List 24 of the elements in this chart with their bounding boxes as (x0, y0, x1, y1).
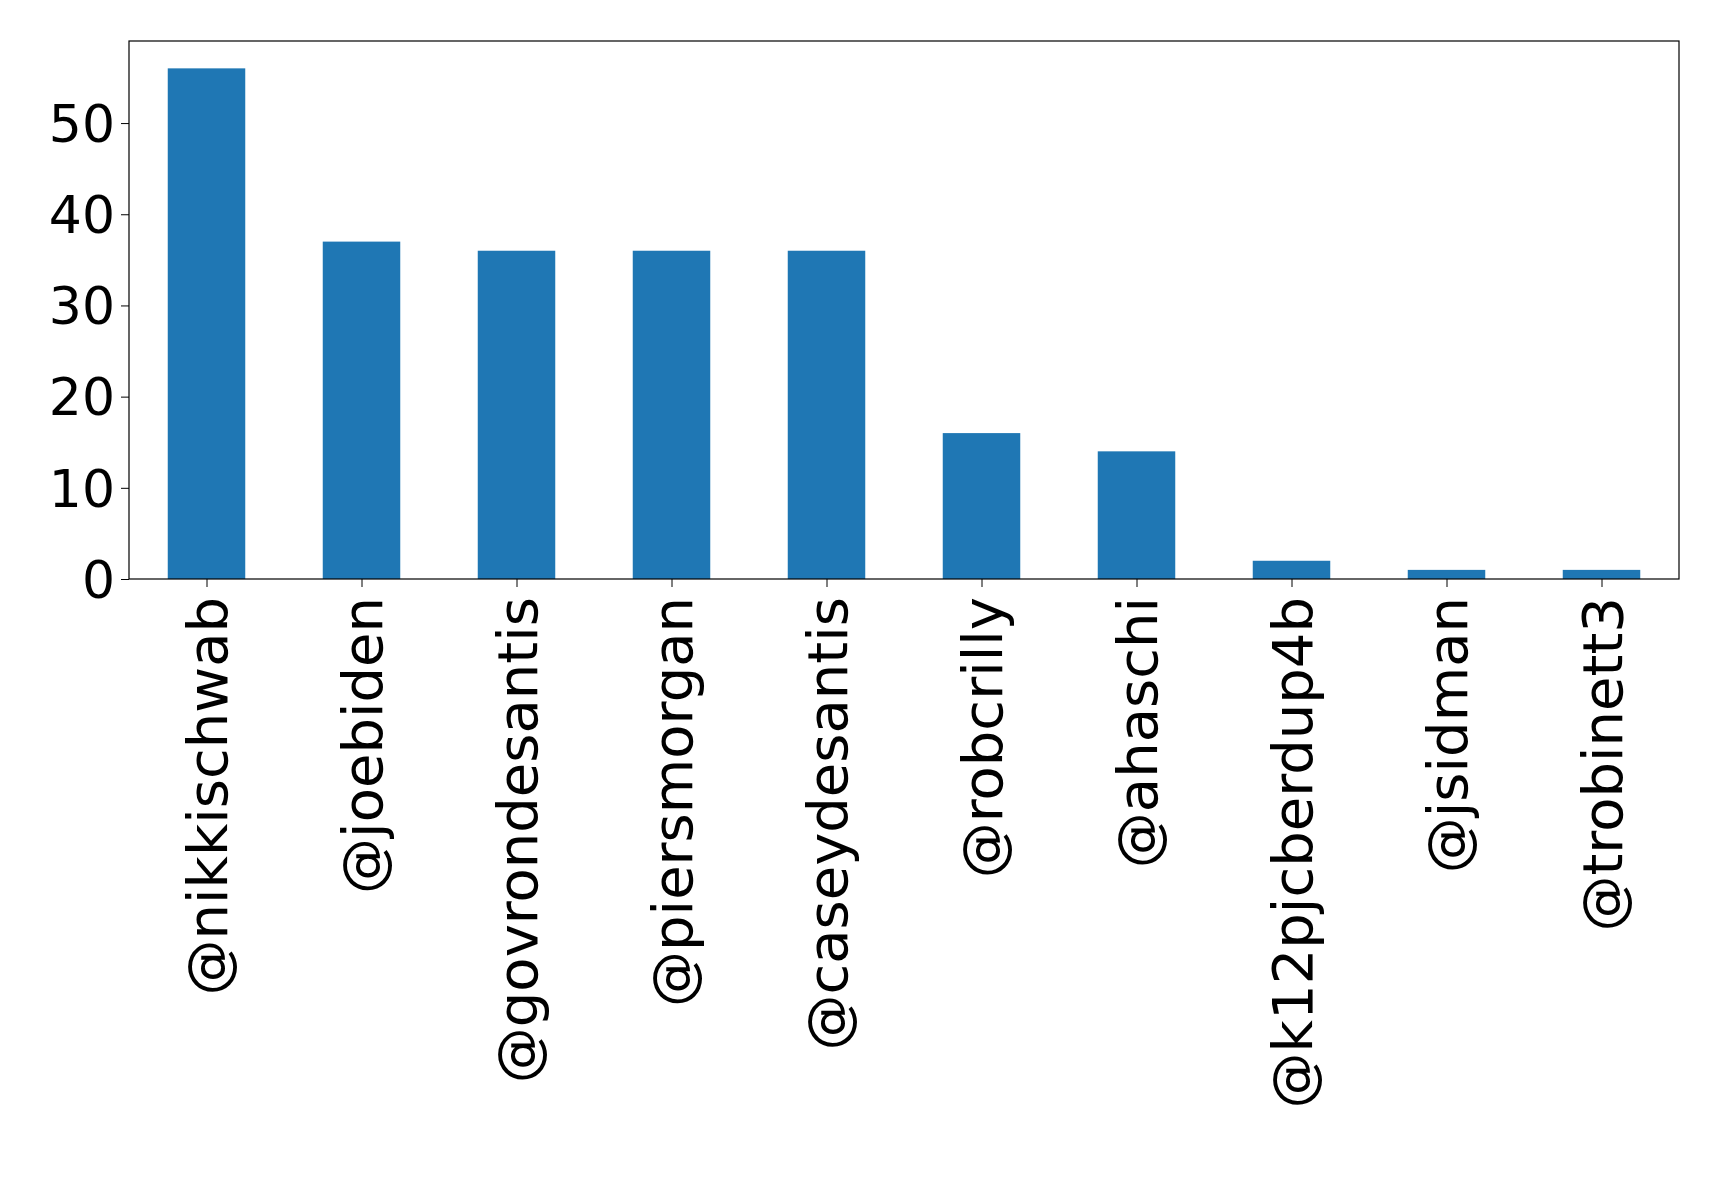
x-tick-label: @caseydesantis (794, 597, 860, 1051)
bar (477, 250, 556, 579)
bar (632, 250, 711, 579)
y-tick-label: 40 (48, 184, 115, 245)
x-tick-label: @trobinett3 (1569, 597, 1635, 932)
x-tick-label: @k12pjcberdup4b (1259, 597, 1325, 1109)
x-tick-label: @govrondesantis (484, 597, 550, 1084)
x-tick-label: @robcrilly (949, 597, 1015, 879)
bar (1097, 451, 1176, 579)
x-tick-label: @piersmorgan (639, 597, 705, 1007)
y-tick-label: 20 (48, 367, 115, 428)
bar (942, 433, 1021, 579)
y-tick-label: 30 (48, 276, 115, 337)
bar (167, 68, 246, 579)
bar (787, 250, 866, 579)
bar (322, 241, 401, 579)
y-tick-label: 10 (48, 458, 115, 519)
bar (1252, 560, 1331, 579)
y-tick-label: 50 (48, 93, 115, 154)
x-tick-label: @nikkischwab (174, 597, 240, 996)
x-tick-label: @jsidman (1414, 597, 1480, 874)
y-tick-label: 0 (81, 549, 115, 610)
x-tick-label: @ahaschi (1104, 597, 1170, 869)
x-tick-label: @joebiden (329, 597, 395, 894)
